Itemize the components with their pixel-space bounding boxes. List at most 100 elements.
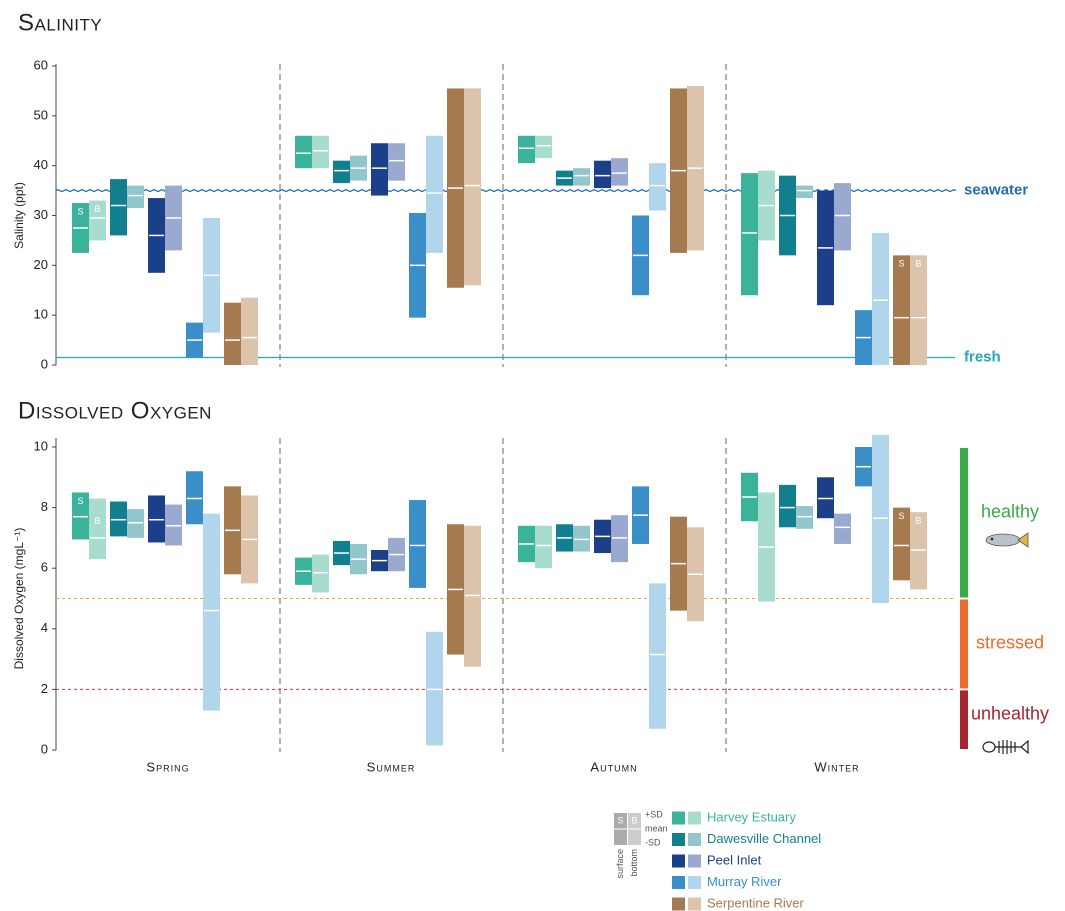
range-bar [649,583,666,729]
range-bar [89,200,106,241]
zone-bar [960,599,968,689]
y-tick-label: 0 [41,741,48,756]
y-tick-label: 10 [34,307,48,322]
range-bar [127,509,144,538]
range-bar [241,297,258,365]
fish-skeleton [982,739,1029,755]
y-tick-label: 50 [34,107,48,122]
range-bar [89,498,106,560]
season-label: Spring [146,759,189,774]
key-stat-label: +SD [645,809,663,819]
range-bar [594,160,611,189]
y-tick-label: 4 [41,620,48,635]
range-bar [611,515,628,563]
range-bar [834,513,851,544]
range-bar [72,492,89,540]
range-bar [148,495,165,543]
range-bar [333,160,350,184]
legend-swatch [672,876,685,889]
range-bar [573,525,590,552]
chart-title: Dissolved Oxygen [18,397,212,424]
range-bar [893,507,910,581]
y-tick-label: 60 [34,57,48,72]
bar-label: B [915,516,921,526]
range-bar [110,179,127,236]
zone-label: unhealthy [971,703,1049,723]
range-bar [388,143,405,181]
range-bar [910,512,927,590]
range-bar [834,183,851,251]
range-bar [186,471,203,525]
range-bar [464,525,481,667]
range-bar [611,158,628,186]
range-bar [203,513,220,711]
key-bar-label: B [631,815,637,825]
legend-swatch [688,811,701,825]
range-bar [518,135,535,164]
bar-label: S [77,496,83,506]
zone-label: stressed [976,633,1044,653]
range-bar [741,173,758,296]
range-bar [872,434,889,604]
legend-swatch [672,833,685,846]
zone-label: healthy [981,502,1039,522]
key-depth-label: bottom [629,849,639,877]
range-bar [535,525,552,569]
key-stat-label: mean [645,823,668,833]
range-bar [464,88,481,286]
legend-swatch [672,811,685,825]
range-bar [893,255,910,365]
y-axis-label: Dissolved Oxygen (mgL⁻¹) [12,528,26,670]
legend-label: Murray River [707,874,782,889]
range-bar [312,554,329,593]
range-bar [110,501,127,537]
legend-label: Peel Inlet [707,852,762,867]
range-bar [312,135,329,169]
range-bar [796,506,813,529]
legend-swatch [672,897,685,911]
bar-label: S [77,206,83,216]
range-bar [409,500,426,588]
y-tick-label: 30 [34,207,48,222]
reference-label: fresh [964,348,1001,365]
range-bar [224,302,241,365]
season-label: Summer [367,759,416,774]
bar-label: B [94,204,100,214]
legend-swatch [688,833,701,846]
legend-swatch [688,854,701,868]
legend-swatch [672,854,685,868]
key-stat-label: -SD [645,837,661,847]
y-tick-label: 0 [41,356,48,371]
reference-label: seawater [964,182,1028,199]
range-bar [371,143,388,196]
y-tick-label: 40 [34,157,48,172]
range-bar [573,168,590,186]
y-tick-label: 8 [41,499,48,514]
range-bar [779,484,796,528]
y-tick-label: 20 [34,257,48,272]
y-axis-label: Salinity (ppt) [12,182,26,249]
season-label: Autumn [590,759,637,774]
bar-label: B [915,259,921,269]
range-bar [817,477,834,519]
key-depth-label: surface [615,849,625,879]
zone-bar [960,690,968,749]
y-tick-label: 2 [41,681,48,696]
range-bar [127,185,144,209]
range-bar [872,232,889,365]
range-bar [165,504,182,546]
zone-bar [960,448,968,598]
range-bar [295,135,312,169]
legend-label: Dawesville Channel [707,831,821,846]
bar-label: B [94,516,100,526]
range-bar [535,135,552,159]
y-tick-label: 10 [34,438,48,453]
bar-label: S [898,259,904,269]
legend-label: Serpentine River [707,895,804,910]
legend-label: Harvey Estuary [707,809,796,824]
range-bar [796,185,813,199]
legend-swatch [688,897,701,911]
season-label: Winter [814,759,859,774]
range-bar [910,255,927,365]
